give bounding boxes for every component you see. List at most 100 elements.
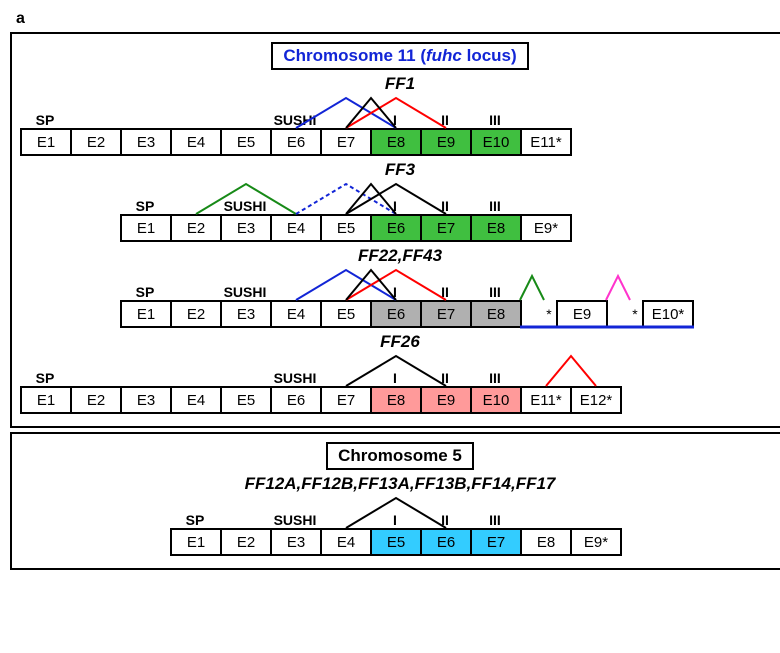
gene-label: FF26 xyxy=(20,332,780,352)
domain-label: SP xyxy=(20,352,70,386)
exon-box: E5 xyxy=(320,214,372,242)
exon-box: E6 xyxy=(370,300,422,328)
domain-label: I xyxy=(370,494,420,528)
domain-label xyxy=(170,94,220,128)
exon-box: E8 xyxy=(470,214,522,242)
exon-box: E9 xyxy=(420,128,472,156)
domain-label: III xyxy=(470,494,520,528)
domain-label: I xyxy=(370,180,420,214)
exon-box: E6 xyxy=(270,128,322,156)
exon-box: E2 xyxy=(70,386,122,414)
domain-label xyxy=(570,494,620,528)
domain-label: SUSHI xyxy=(270,94,320,128)
exon-box: E10 xyxy=(470,386,522,414)
chrom11-locus: fuhc xyxy=(426,46,462,65)
track: SPSUSHIIIIIIIE1E2E3E4E5E6E7E8E9* xyxy=(20,180,780,242)
gap xyxy=(522,300,542,328)
panel-letter: a xyxy=(16,10,780,28)
asterisk: * xyxy=(542,300,556,328)
exon-box: E10 xyxy=(470,128,522,156)
exon-box: E6 xyxy=(420,528,472,556)
exon-box: E1 xyxy=(120,214,172,242)
exon-box: E11* xyxy=(520,128,572,156)
domain-label: II xyxy=(420,94,470,128)
domain-label: SUSHI xyxy=(220,266,270,300)
chromosome-11-box: Chromosome 11 (fuhc locus) FF1SPSUSHIIII… xyxy=(10,32,780,428)
chrom11-title-prefix: Chromosome 11 ( xyxy=(283,46,426,65)
domain-label xyxy=(170,266,220,300)
chrom11-title: Chromosome 11 (fuhc locus) xyxy=(271,42,528,70)
track: SPSUSHIIIIIIIE1E2E3E4E5E6E7E8E9E10E11* xyxy=(20,94,780,156)
domain-label: SP xyxy=(120,180,170,214)
domain-label xyxy=(220,494,270,528)
exon-box: E5 xyxy=(370,528,422,556)
domain-label xyxy=(170,180,220,214)
exon-box: E8 xyxy=(370,386,422,414)
domain-label xyxy=(320,352,370,386)
gap xyxy=(608,300,628,328)
asterisk: * xyxy=(628,300,642,328)
domain-label: III xyxy=(470,94,520,128)
chrom11-title-suffix: locus) xyxy=(462,46,517,65)
gene-label: FF3 xyxy=(20,160,780,180)
exon-box: E6 xyxy=(370,214,422,242)
exon-box: E2 xyxy=(170,300,222,328)
exon-box: E6 xyxy=(270,386,322,414)
domain-label xyxy=(320,494,370,528)
exon-box: E4 xyxy=(170,386,222,414)
track: SPSUSHIIIIIIIE1E2E3E4E5E6E7E8E9* xyxy=(20,494,780,556)
domain-label xyxy=(70,352,120,386)
domain-label xyxy=(320,266,370,300)
exon-box: E4 xyxy=(270,214,322,242)
exon-box: E7 xyxy=(320,386,372,414)
exon-box: E9 xyxy=(420,386,472,414)
exon-box: E2 xyxy=(220,528,272,556)
domain-label xyxy=(520,352,570,386)
domain-label xyxy=(220,94,270,128)
domain-label: III xyxy=(470,180,520,214)
domain-label xyxy=(70,94,120,128)
exon-box: E10* xyxy=(642,300,694,328)
domain-label xyxy=(520,494,570,528)
track: SPSUSHIIIIIIIE1E2E3E4E5E6E7E8E9E10E11*E1… xyxy=(20,352,780,414)
domain-label: II xyxy=(420,266,470,300)
exon-box: E1 xyxy=(20,128,72,156)
domain-label: I xyxy=(370,94,420,128)
exon-box: E9 xyxy=(556,300,608,328)
gene-label: FF22,FF43 xyxy=(20,246,780,266)
domain-label: SP xyxy=(120,266,170,300)
domain-label xyxy=(120,352,170,386)
exon-box: E3 xyxy=(270,528,322,556)
domain-label xyxy=(270,180,320,214)
domain-label: SUSHI xyxy=(220,180,270,214)
exon-box: E3 xyxy=(120,128,172,156)
chrom5-title: Chromosome 5 xyxy=(326,442,474,470)
exon-box: E3 xyxy=(120,386,172,414)
domain-label xyxy=(270,266,320,300)
domain-label xyxy=(520,180,570,214)
domain-label: II xyxy=(420,352,470,386)
domain-label: SP xyxy=(170,494,220,528)
exon-box: E2 xyxy=(70,128,122,156)
exon-box: E8 xyxy=(370,128,422,156)
domain-label xyxy=(170,352,220,386)
exon-box: E9* xyxy=(520,214,572,242)
exon-box: E1 xyxy=(170,528,222,556)
exon-box: E5 xyxy=(320,300,372,328)
domain-label: SUSHI xyxy=(270,494,320,528)
exon-box: E5 xyxy=(220,386,272,414)
exon-box: E7 xyxy=(470,528,522,556)
exon-box: E7 xyxy=(320,128,372,156)
exon-box: E8 xyxy=(470,300,522,328)
domain-label xyxy=(570,352,620,386)
exon-box: E9* xyxy=(570,528,622,556)
domain-label: I xyxy=(370,352,420,386)
domain-label: II xyxy=(420,180,470,214)
exon-box: E4 xyxy=(270,300,322,328)
exon-box: E5 xyxy=(220,128,272,156)
chromosome-5-box: Chromosome 5 FF12A,FF12B,FF13A,FF13B,FF1… xyxy=(10,432,780,570)
gene-label: FF1 xyxy=(20,74,780,94)
domain-label: I xyxy=(370,266,420,300)
exon-box: E12* xyxy=(570,386,622,414)
exon-box: E2 xyxy=(170,214,222,242)
